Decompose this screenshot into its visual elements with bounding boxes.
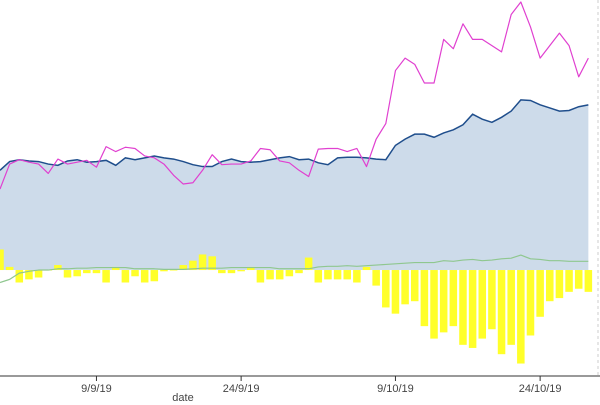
bar-44 [420,270,429,327]
bar-18 [169,270,178,271]
bar-2 [15,270,24,283]
bar-12 [111,266,120,271]
bar-22 [208,256,216,271]
x-tick-label-0: 9/9/19 [81,383,112,395]
bar-7 [63,270,72,278]
x-axis-title: date [172,392,193,404]
bar-50 [478,270,487,339]
bar-56 [536,270,544,317]
bar-15 [140,270,149,283]
bar-53 [507,270,515,345]
bar-58 [555,270,564,299]
bar-46 [439,270,448,333]
magenta-line [0,1,589,190]
bar-41 [391,270,400,314]
area-series [0,99,589,271]
bar-35 [333,270,342,280]
bar-series [0,249,593,364]
bar-39 [372,270,380,286]
bar-17 [160,270,168,272]
bar-13 [121,270,130,283]
bar-0 [0,249,4,271]
bar-40 [382,270,390,308]
bar-6 [54,265,62,271]
line-series-group [0,1,589,284]
bar-3 [25,270,33,280]
bar-24 [227,270,236,274]
bar-49 [468,270,477,348]
bar-43 [410,270,419,302]
bar-9 [83,270,91,274]
bar-19 [179,265,188,271]
bar-34 [324,270,332,280]
bar-51 [488,270,496,330]
bar-55 [526,270,535,336]
bar-38 [362,266,371,271]
bar-20 [189,260,197,271]
bar-4 [34,270,43,278]
bar-52 [497,270,506,355]
bar-48 [459,270,467,345]
x-tick-label-2: 9/10/19 [377,383,414,395]
bar-42 [401,270,409,305]
bar-16 [150,270,159,282]
x-tick-label-3: 24/10/19 [519,383,562,395]
bar-8 [73,270,81,277]
x-tick-label-1: 24/9/19 [223,383,260,395]
bar-36 [343,270,351,280]
bar-25 [237,270,245,272]
bar-14 [131,270,139,277]
bar-29 [275,270,284,280]
bar-61 [584,270,593,292]
bar-45 [430,270,438,339]
bar-54 [517,270,525,364]
bar-10 [92,270,101,274]
bar-1 [5,266,14,271]
bar-26 [247,266,255,271]
bar-11 [102,270,110,283]
bar-21 [198,254,207,271]
area-fill [0,99,589,271]
bar-59 [565,270,573,292]
x-axis: 9/9/19 24/9/19 9/10/19 24/10/19 [0,0,600,395]
bar-28 [266,270,274,280]
bar-37 [353,270,361,283]
bar-47 [449,270,458,327]
area-line [0,99,589,171]
bar-57 [546,270,554,302]
bar-27 [256,270,265,283]
green-line [0,254,589,284]
bar-60 [574,270,583,289]
bar-33 [314,270,323,283]
bar-30 [285,270,294,277]
bar-31 [295,270,303,274]
bar-32 [304,257,313,271]
bar-23 [218,270,226,274]
